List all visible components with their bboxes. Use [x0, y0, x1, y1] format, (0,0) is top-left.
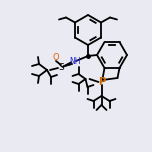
Text: P: P — [98, 77, 105, 87]
Text: NH: NH — [69, 57, 81, 67]
Text: O: O — [53, 54, 59, 62]
Polygon shape — [62, 62, 73, 67]
Text: S: S — [58, 64, 64, 73]
